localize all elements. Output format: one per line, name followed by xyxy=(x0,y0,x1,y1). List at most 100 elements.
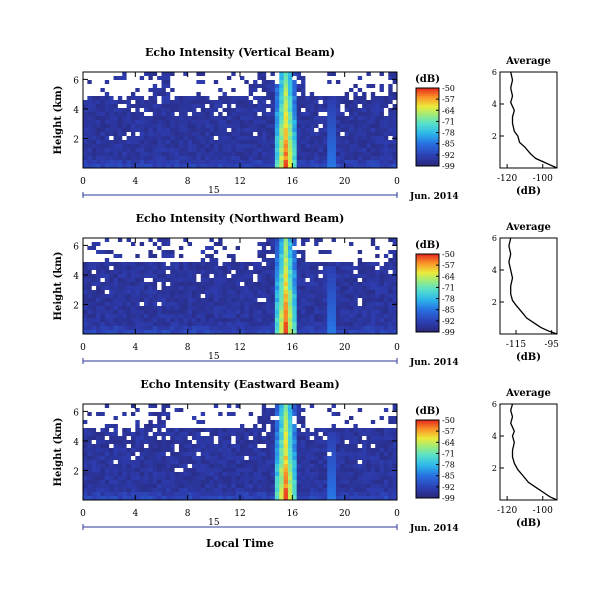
heatmap-cell xyxy=(100,460,106,465)
heatmap-cell xyxy=(139,266,145,271)
heatmap-cell xyxy=(279,302,285,307)
heatmap-cell xyxy=(148,310,154,315)
heatmap-cell xyxy=(104,92,110,97)
heatmap-cell xyxy=(253,412,258,417)
heatmap-cell xyxy=(104,326,110,331)
heatmap-cell xyxy=(353,88,359,93)
heatmap-cell xyxy=(331,136,337,141)
heatmap-cell xyxy=(205,302,210,307)
heatmap-cell xyxy=(130,104,136,109)
heatmap-cell xyxy=(248,404,254,409)
heatmap-cell xyxy=(117,322,123,327)
heatmap-cell xyxy=(122,326,128,331)
heatmap-cell xyxy=(200,302,206,307)
heatmap-cell xyxy=(296,448,302,453)
heatmap-cell xyxy=(357,326,363,331)
heatmap-cell xyxy=(161,148,167,153)
heatmap-cell xyxy=(344,404,350,409)
heatmap-cell xyxy=(109,132,114,137)
heatmap-cell xyxy=(218,302,223,307)
heatmap-cell xyxy=(135,84,141,89)
colorbar-segment xyxy=(416,148,439,151)
heatmap-cell xyxy=(100,84,106,89)
heatmap-cell xyxy=(226,140,232,145)
heatmap-cell xyxy=(375,88,380,93)
heatmap-cell xyxy=(309,96,315,101)
heatmap-cell xyxy=(235,404,241,409)
heatmap-cell xyxy=(135,266,141,271)
heatmap-cell xyxy=(200,116,206,121)
heatmap-cell xyxy=(144,76,149,81)
heatmap-cell xyxy=(152,156,158,161)
heatmap-cell xyxy=(314,156,319,161)
heatmap-cell xyxy=(161,310,167,315)
heatmap-cell xyxy=(139,238,145,243)
heatmap-cell xyxy=(91,424,97,429)
heatmap-cell xyxy=(126,262,132,267)
heatmap-cell xyxy=(331,306,337,311)
heatmap-cell xyxy=(144,460,149,465)
heatmap-cell xyxy=(183,92,189,97)
heatmap-cell xyxy=(165,468,171,473)
heatmap-cell xyxy=(287,408,293,413)
heatmap-cell xyxy=(100,286,106,291)
heatmap-cell xyxy=(148,84,154,89)
heatmap-cell xyxy=(349,286,354,291)
heatmap-cell xyxy=(209,144,215,149)
heatmap-cell xyxy=(135,250,141,255)
heatmap-cell xyxy=(235,76,241,81)
heatmap-cell xyxy=(226,120,232,125)
colorbar-segment xyxy=(416,312,439,315)
heatmap-cell xyxy=(240,274,245,279)
heatmap-cell xyxy=(322,88,328,93)
heatmap-cell xyxy=(335,104,341,109)
heatmap-cell xyxy=(213,416,219,421)
heatmap-cell xyxy=(235,104,241,109)
heatmap-cell xyxy=(235,108,241,113)
heatmap-cell xyxy=(340,302,346,307)
heatmap-cell xyxy=(135,278,141,283)
heatmap-cell xyxy=(292,116,298,121)
heatmap-cell xyxy=(292,80,298,85)
heatmap-cell xyxy=(318,298,324,303)
heatmap-cell xyxy=(318,76,324,81)
heatmap-cell xyxy=(113,278,119,283)
heatmap-cell xyxy=(178,468,184,473)
heatmap-cell xyxy=(349,468,354,473)
heatmap-cell xyxy=(327,132,332,137)
heatmap-cell xyxy=(362,282,367,287)
heatmap-cell xyxy=(126,298,132,303)
heatmap-cell xyxy=(218,136,223,141)
heatmap-cell xyxy=(170,436,175,441)
heatmap-cell xyxy=(370,254,376,259)
heatmap-cell xyxy=(340,116,346,121)
heatmap-cell xyxy=(353,436,359,441)
heatmap-cell xyxy=(130,144,136,149)
heatmap-cell xyxy=(192,302,197,307)
heatmap-cell xyxy=(279,152,285,157)
colorbar-segment xyxy=(416,269,439,272)
heatmap-cell xyxy=(91,460,97,465)
heatmap-cell xyxy=(357,128,363,133)
heatmap-cell xyxy=(209,148,215,153)
heatmap-cell xyxy=(192,144,197,149)
heatmap-cell xyxy=(144,266,149,271)
heatmap-cell xyxy=(340,160,346,165)
heatmap-cell xyxy=(274,242,280,247)
heatmap-cell xyxy=(253,92,258,97)
heatmap-cell xyxy=(126,448,132,453)
heatmap-cell xyxy=(83,92,88,97)
heatmap-cell xyxy=(318,456,324,461)
heatmap-cell xyxy=(331,258,337,263)
heatmap-cell xyxy=(113,298,119,303)
heatmap-cell xyxy=(205,436,210,441)
heatmap-cell xyxy=(240,436,245,441)
heatmap-cell xyxy=(104,302,110,307)
heatmap-cell xyxy=(209,80,215,85)
heatmap-cell xyxy=(353,290,359,295)
heatmap-cell xyxy=(296,456,302,461)
heatmap-cell xyxy=(240,262,245,267)
date-suffix: Jun. 2014 xyxy=(409,358,459,368)
heatmap-cell xyxy=(244,412,250,417)
heatmap-cell xyxy=(139,322,145,327)
